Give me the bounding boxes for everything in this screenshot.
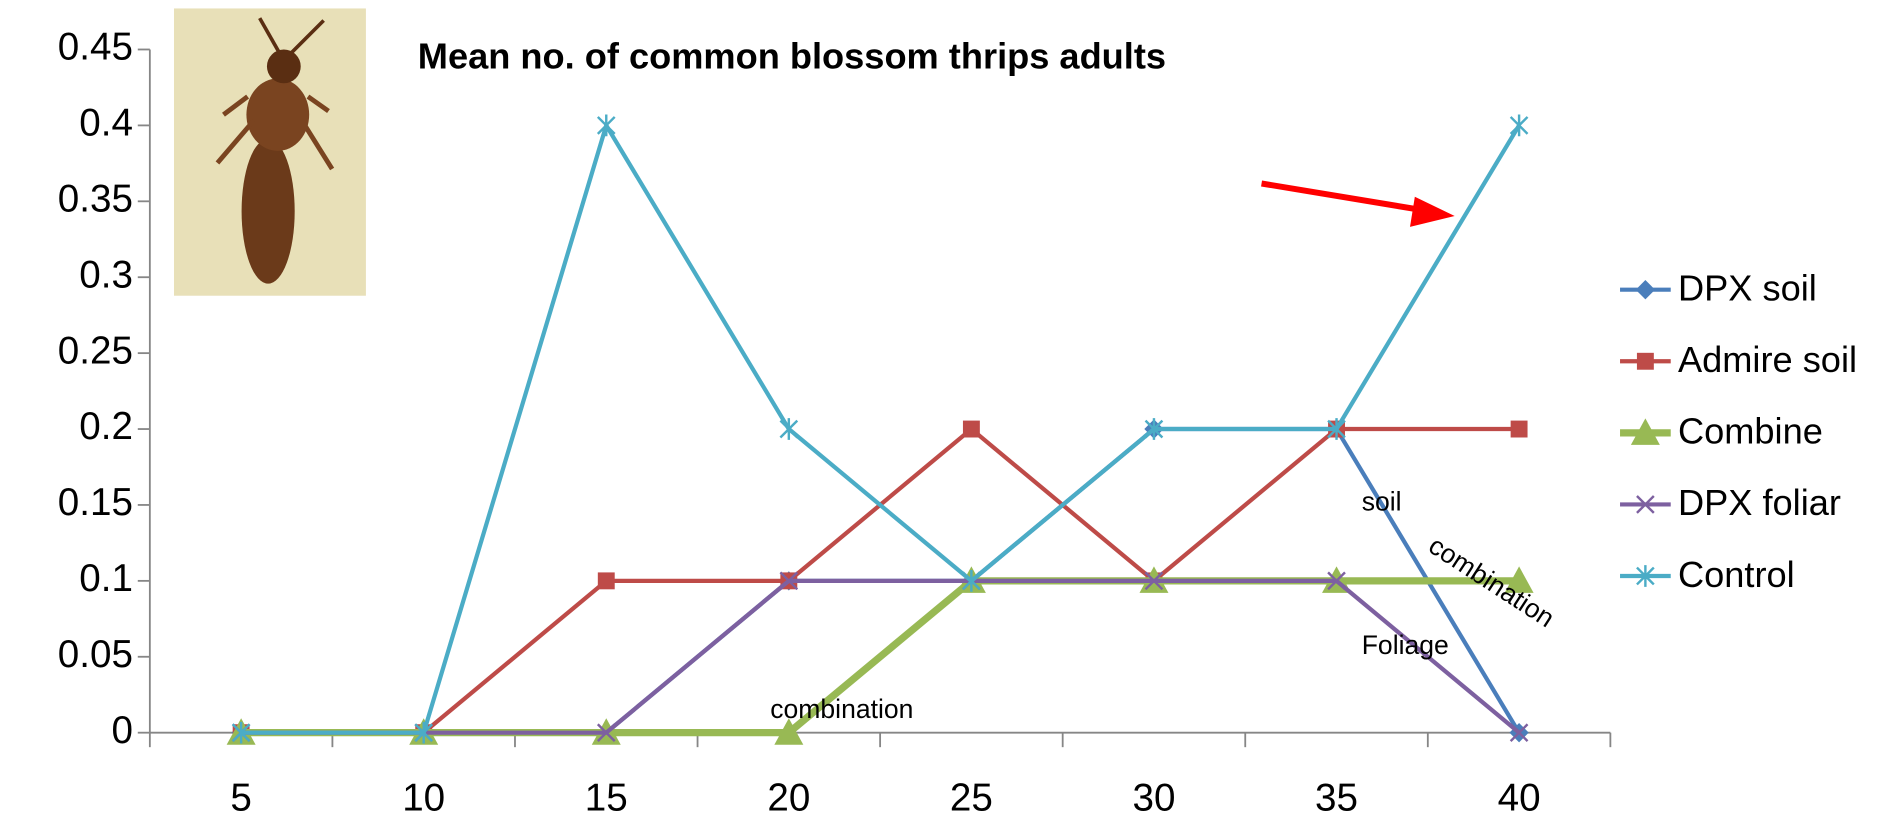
x-tick-label: 5 bbox=[230, 776, 251, 819]
y-tick-label: 0.05 bbox=[58, 633, 133, 676]
y-tick-label: 0.35 bbox=[58, 178, 133, 221]
annotation: soil bbox=[1362, 486, 1402, 516]
annotation: combination bbox=[770, 694, 913, 724]
annotation: Foliage bbox=[1362, 630, 1449, 660]
y-tick-label: 0.15 bbox=[58, 481, 133, 524]
legend-label: DPX soil bbox=[1678, 267, 1817, 308]
x-tick-label: 40 bbox=[1498, 776, 1541, 819]
marker bbox=[962, 569, 981, 592]
y-tick-label: 0.25 bbox=[58, 329, 133, 372]
legend-label: DPX foliar bbox=[1678, 482, 1841, 523]
series-line bbox=[241, 578, 1521, 735]
x-tick-label: 30 bbox=[1132, 776, 1175, 819]
marker bbox=[231, 721, 251, 744]
marker bbox=[1636, 565, 1655, 587]
marker bbox=[1144, 418, 1164, 440]
x-tick-label: 10 bbox=[402, 776, 445, 819]
marker bbox=[779, 571, 799, 591]
x-tick-label: 25 bbox=[950, 776, 993, 819]
marker bbox=[1630, 418, 1660, 445]
y-tick-label: 0 bbox=[111, 709, 132, 752]
x-tick-label: 35 bbox=[1315, 776, 1358, 819]
y-tick-label: 0.2 bbox=[79, 405, 133, 448]
marker bbox=[414, 721, 433, 744]
marker bbox=[1509, 114, 1529, 137]
marker bbox=[962, 420, 980, 438]
chart-title: Mean no. of common blossom thrips adults bbox=[418, 36, 1166, 77]
marker bbox=[1510, 420, 1528, 438]
y-tick-label: 0.1 bbox=[79, 557, 133, 600]
y-tick-label: 0.3 bbox=[79, 253, 133, 296]
marker bbox=[596, 723, 616, 742]
legend-label: Combine bbox=[1678, 411, 1823, 452]
red-arrow bbox=[1261, 180, 1455, 227]
marker bbox=[779, 418, 799, 440]
marker bbox=[1327, 418, 1346, 440]
marker bbox=[1327, 571, 1346, 591]
marker bbox=[1636, 495, 1655, 514]
x-tick-label: 15 bbox=[585, 776, 628, 819]
y-tick-label: 0.4 bbox=[79, 102, 133, 145]
marker bbox=[1635, 280, 1656, 300]
marker bbox=[596, 114, 616, 137]
marker bbox=[1509, 723, 1529, 742]
series bbox=[231, 114, 1529, 744]
y-tick-label: 0.45 bbox=[58, 26, 133, 69]
series-line bbox=[241, 123, 1521, 735]
thrips-photo bbox=[173, 8, 366, 296]
marker bbox=[1636, 352, 1654, 370]
marker bbox=[1144, 571, 1164, 591]
x-tick-label: 20 bbox=[767, 776, 810, 819]
marker bbox=[774, 718, 804, 745]
legend-label: Control bbox=[1678, 554, 1795, 595]
marker bbox=[1504, 566, 1534, 593]
legend-label: Admire soil bbox=[1678, 339, 1857, 380]
marker bbox=[597, 572, 615, 590]
